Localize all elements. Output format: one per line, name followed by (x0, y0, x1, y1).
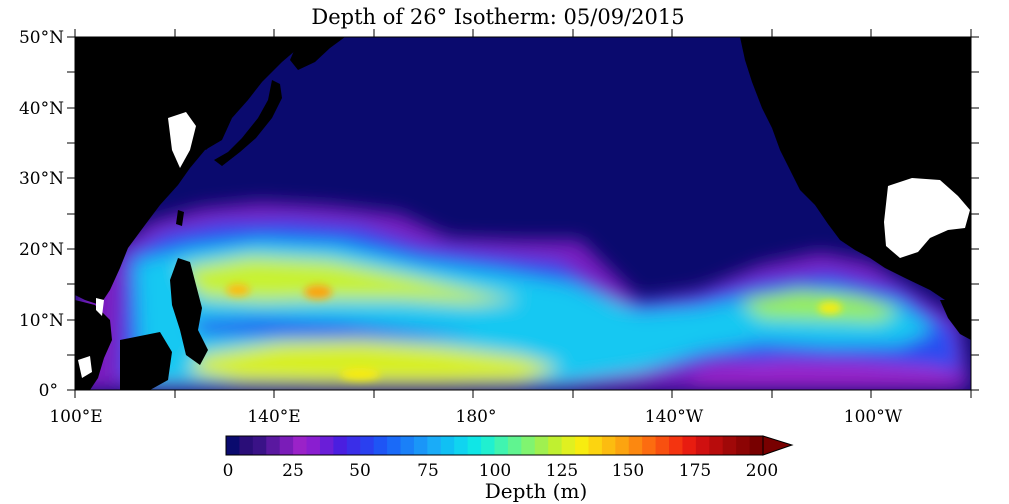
colorbar-swatch (615, 436, 630, 455)
colorbar-swatch (655, 436, 670, 455)
colorbar-swatch (279, 436, 294, 455)
equatorial-shallow-tongue (190, 318, 480, 338)
colorbar-swatch (682, 436, 697, 455)
asia-mainland-land (75, 37, 300, 305)
colorbar-swatch (454, 436, 469, 455)
colorbar-swatch (521, 436, 536, 455)
colorbar-swatch (642, 436, 657, 455)
colorbar-swatch (239, 436, 254, 455)
colorbar-tick-100: 100 (479, 461, 511, 481)
gulf-of-mexico-region (884, 178, 970, 258)
central-america-land (940, 300, 971, 340)
colorbar-swatch (628, 436, 643, 455)
colorbar-swatch (575, 436, 590, 455)
colorbar-swatch (387, 436, 402, 455)
colorbar-swatch (360, 436, 375, 455)
colorbar-tick-125: 125 (546, 461, 578, 481)
depth-band-130m-south (190, 340, 560, 384)
lon-label-100e: 100°E (49, 407, 102, 427)
latitude-labels: 50°N 40°N 30°N 20°N 10°N 0° (19, 28, 64, 401)
colorbar-tick-25: 25 (282, 461, 304, 481)
colorbar-swatch (266, 436, 281, 455)
lat-label-50n: 50°N (19, 28, 64, 48)
colorbar-frame (225, 435, 764, 456)
philippines-land (170, 258, 208, 365)
lat-label-0: 0° (39, 381, 58, 401)
colorbar: 0 25 50 75 100 125 150 175 200 Depth (m) (223, 435, 794, 503)
south-china-sea-coast-region (96, 298, 104, 316)
longitude-ticks (74, 29, 972, 398)
depth-band-130m-north (180, 256, 520, 304)
colorbar-swatch (346, 436, 361, 455)
colorbar-swatch (293, 436, 308, 455)
japan-land (214, 80, 282, 166)
lat-label-20n: 20°N (19, 240, 64, 260)
korea-land (198, 118, 216, 150)
colorbar-swatch (722, 436, 737, 455)
isotherm-depth-field (75, 202, 971, 390)
borneo-land (120, 332, 172, 390)
colorbar-swatch (548, 436, 563, 455)
kamchatka-land (290, 37, 345, 70)
taiwan-land (176, 210, 184, 226)
map-panel (75, 37, 971, 390)
deep-spot-4 (340, 368, 380, 380)
lon-label-140w: 140°W (645, 407, 704, 427)
colorbar-swatch (669, 436, 684, 455)
colorbar-swatch (319, 436, 335, 455)
colorbar-swatch (333, 436, 348, 455)
colorbar-swatch (494, 436, 509, 455)
colorbar-swatch (413, 436, 428, 455)
colorbar-swatch (709, 436, 724, 455)
yellow-sea-region (168, 112, 196, 168)
colorbar-tick-75: 75 (417, 461, 439, 481)
eastern-south-depth-patch (690, 360, 965, 390)
map-title: Depth of 26° Isotherm: 05/09/2015 (311, 5, 684, 29)
colorbar-swatch (467, 436, 482, 455)
colorbar-swatch (306, 436, 321, 455)
colorbar-label: Depth (m) (485, 479, 588, 503)
lat-label-10n: 10°N (19, 311, 64, 331)
colorbar-swatch (226, 436, 241, 455)
deep-spot-3 (818, 302, 842, 314)
colorbar-swatch (588, 436, 603, 455)
colorbar-swatch (440, 436, 455, 455)
lon-label-180: 180° (456, 407, 497, 427)
lat-label-30n: 30°N (19, 169, 64, 189)
colorbar-swatch (507, 436, 522, 455)
colorbar-extend-arrow (762, 435, 794, 456)
deep-spot-1 (226, 284, 250, 296)
colorbar-tick-50: 50 (349, 461, 371, 481)
colorbar-tick-0: 0 (223, 461, 234, 481)
no-data-regions (78, 112, 970, 378)
colorbar-swatch (252, 436, 267, 455)
colorbar-swatch (534, 436, 549, 455)
colorbar-swatches (226, 436, 764, 455)
colorbar-tick-200: 200 (746, 461, 778, 481)
lon-label-100w: 100°W (844, 407, 903, 427)
colorbar-swatch (400, 436, 415, 455)
colorbar-swatch (373, 436, 388, 455)
gulf-of-thailand-region (78, 356, 92, 378)
colorbar-swatch (601, 436, 616, 455)
deep-spot-2 (304, 285, 332, 299)
lat-label-40n: 40°N (19, 99, 64, 119)
latitude-ticks (67, 36, 979, 391)
colorbar-swatch (427, 436, 442, 455)
longitude-labels: 100°E 140°E 180° 140°W 100°W (49, 407, 902, 427)
colorbar-swatch (561, 436, 576, 455)
colorbar-tick-150: 150 (612, 461, 644, 481)
colorbar-swatch (749, 436, 764, 455)
colorbar-tick-labels: 0 25 50 75 100 125 150 175 200 (223, 461, 779, 481)
lon-label-140e: 140°E (247, 407, 300, 427)
colorbar-swatch (736, 436, 751, 455)
colorbar-swatch (695, 436, 710, 455)
colorbar-tick-175: 175 (679, 461, 711, 481)
colorbar-swatch (481, 436, 496, 455)
